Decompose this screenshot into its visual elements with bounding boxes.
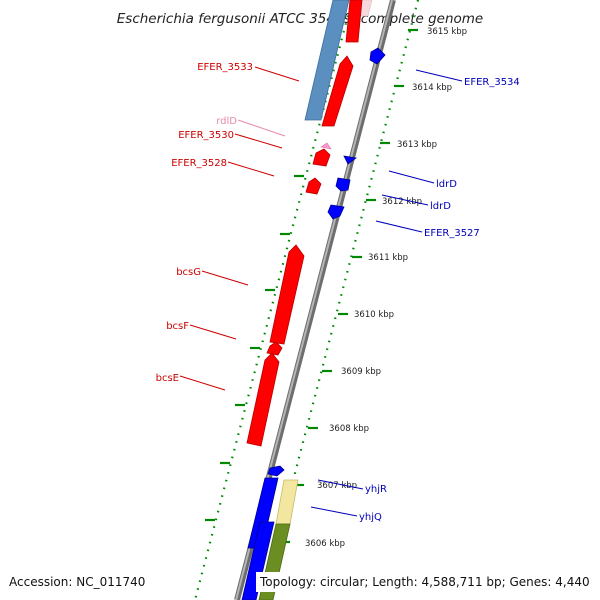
right-gene-labels: EFER_3534 ldrD ldrD EFER_3527 yhjR yhjQ	[310, 69, 520, 523]
tick-label: 3607 kbp	[317, 481, 357, 491]
gene-feature[interactable]	[266, 341, 283, 356]
gene-label: bcsF	[166, 321, 189, 332]
tick-label: 3615 kbp	[427, 27, 467, 37]
tick-label: 3611 kbp	[368, 253, 408, 263]
gene-feature[interactable]	[327, 204, 345, 220]
tick-label: 3610 kbp	[354, 310, 394, 320]
left-strand-genes	[241, 0, 373, 600]
gene-label: EFER_3534	[464, 77, 520, 88]
topology-text: Topology: circular; Length: 4,588,711 bp…	[259, 575, 590, 589]
left-gene-labels: EFER_3533 rdlD EFER_3530 EFER_3528 bcsG …	[156, 62, 300, 391]
footer-right-bg	[256, 572, 596, 592]
gene-label: EFER_3533	[197, 62, 253, 73]
gene-feature[interactable]	[320, 142, 332, 150]
gene-feature[interactable]	[335, 177, 351, 192]
map-title: Escherichia fergusonii ATCC 35469, compl…	[117, 11, 483, 27]
tick-label: 3614 kbp	[412, 83, 452, 93]
gene-label: yhjR	[365, 484, 387, 495]
tick-label: 3606 kbp	[305, 539, 345, 549]
gene-feature[interactable]	[343, 155, 357, 165]
gene-feature[interactable]	[305, 177, 322, 195]
accession-text: Accession: NC_011740	[9, 575, 145, 589]
gene-feature[interactable]	[304, 0, 350, 121]
tick-labels: 3615 kbp 3614 kbp 3613 kbp 3612 kbp 3611…	[305, 27, 467, 549]
gene-feature[interactable]	[241, 521, 275, 600]
footer-left-bg	[4, 572, 150, 592]
gene-feature[interactable]	[267, 465, 285, 477]
gene-feature[interactable]	[312, 148, 331, 167]
gene-label: rdlD	[216, 116, 237, 127]
gene-feature[interactable]	[246, 352, 280, 447]
tick-label: 3613 kbp	[397, 140, 437, 150]
tick-label: 3612 kbp	[382, 197, 422, 207]
gene-label: EFER_3530	[178, 130, 234, 141]
gene-label: yhjQ	[359, 512, 382, 523]
gene-feature[interactable]	[369, 47, 386, 65]
gene-label: ldrD	[436, 179, 457, 190]
gene-label: EFER_3528	[171, 158, 227, 169]
gene-feature[interactable]	[269, 244, 305, 345]
gene-label: EFER_3527	[424, 228, 480, 239]
gene-label: bcsE	[156, 373, 179, 384]
gene-feature[interactable]	[321, 55, 354, 127]
tick-label: 3608 kbp	[329, 424, 369, 434]
gene-feature[interactable]	[345, 0, 363, 43]
gene-label: ldrD	[430, 201, 451, 212]
gene-label: bcsG	[176, 267, 201, 278]
tick-label: 3609 kbp	[341, 367, 381, 377]
gene-feature[interactable]	[275, 479, 299, 525]
